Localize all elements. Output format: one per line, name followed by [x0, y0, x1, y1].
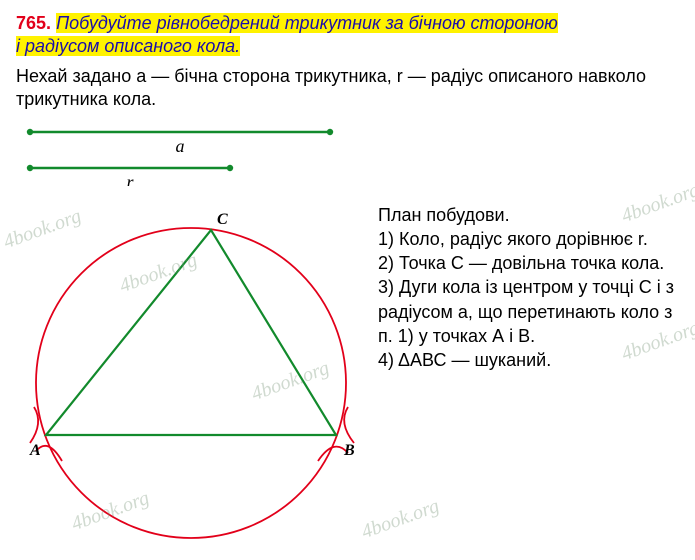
plan-step: 4) ΔАВС — шуканий.: [378, 348, 679, 372]
svg-text:A: A: [29, 442, 41, 459]
problem-statement-l1: Побудуйте рівнобедрений трикутник за біч…: [56, 13, 558, 33]
lower-block: A B C План побудови. 1) Коло, радіус якого…: [16, 203, 679, 548]
problem-number: 765.: [16, 13, 51, 33]
plan-col: План побудови. 1) Коло, радіус якого дор…: [378, 203, 679, 548]
given-text: Нехай задано а — бічна сторона трикутник…: [16, 65, 679, 112]
svg-text:C: C: [217, 211, 228, 228]
plan-step: 1) Коло, радіус якого дорівнює r.: [378, 227, 679, 251]
problem-header: 765. Побудуйте рівнобедрений трикутник з…: [16, 12, 679, 59]
segments-svg: ar: [16, 120, 356, 186]
plan-title: План побудови.: [378, 203, 679, 227]
svg-text:B: B: [343, 442, 355, 459]
svg-text:a: a: [176, 136, 185, 156]
plan-step: 2) Точка С — довільна точка кола.: [378, 251, 679, 275]
segments-block: ar: [16, 120, 679, 191]
svg-text:r: r: [126, 172, 134, 186]
plan-step: 3) Дуги кола із центром у точці С і з ра…: [378, 275, 679, 348]
problem-statement-l2: і радіусом описаного кола.: [16, 36, 240, 56]
diagram-svg: A B C: [16, 203, 366, 543]
diagram-col: A B C: [16, 203, 366, 548]
